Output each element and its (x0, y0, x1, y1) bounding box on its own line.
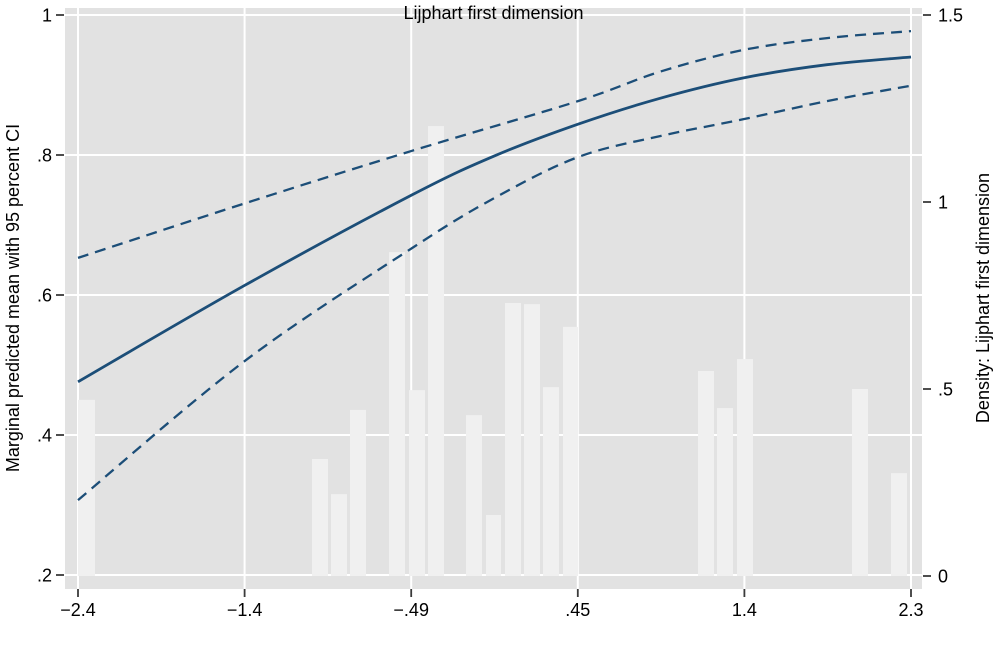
upper-95-ci-line (77, 29, 912, 259)
x-tick-label: 2.3 (898, 600, 923, 620)
histogram-bar (428, 126, 444, 576)
y-right-tick-label: 1 (938, 193, 948, 213)
x-axis-title: Lijphart first dimension (403, 3, 584, 23)
histogram-bar (486, 515, 501, 576)
y-right-tick-label: 0 (938, 567, 948, 587)
histogram-bar (891, 473, 907, 576)
histogram-bar (350, 409, 366, 576)
y-right-tick-label: .5 (938, 380, 953, 400)
marginal-predicted-mean-line (77, 55, 912, 384)
histogram-bar (524, 304, 540, 576)
x-tick-label: 1.4 (732, 600, 757, 620)
histogram-bar (852, 389, 868, 576)
histogram-bar (737, 359, 753, 576)
x-tick-label: −2.4 (60, 600, 96, 620)
y-right-tick-label: 1.5 (938, 6, 963, 26)
plot-area (65, 8, 922, 589)
y-left-tick-label: .8 (37, 146, 52, 166)
histogram-bar (717, 408, 733, 576)
y-right-axis-title: Density: Lijphart first dimension (973, 172, 993, 424)
histogram-bar (331, 494, 347, 576)
x-tick-label: .45 (565, 600, 590, 620)
histogram-bar (312, 458, 328, 576)
y-left-tick-label: 1 (42, 6, 52, 26)
histogram-bar (466, 415, 482, 576)
x-tick-label: −1.4 (227, 600, 263, 620)
histogram-bar (505, 302, 521, 576)
y-left-tick-label: .6 (37, 286, 52, 306)
histogram-bar (78, 399, 95, 576)
histogram-bar (389, 252, 405, 576)
y-left-tick-label: .2 (37, 566, 52, 586)
histogram-bar (409, 390, 425, 576)
histogram-bar (543, 387, 559, 576)
x-tick-label: −.49 (393, 600, 429, 620)
histogram-bar (698, 371, 714, 576)
histogram-bar (563, 326, 578, 576)
y-left-axis-title: Marginal predicted mean with 95 percent … (3, 123, 23, 473)
lower-95-ci-line (77, 84, 912, 501)
y-left-tick-label: .4 (37, 426, 52, 446)
